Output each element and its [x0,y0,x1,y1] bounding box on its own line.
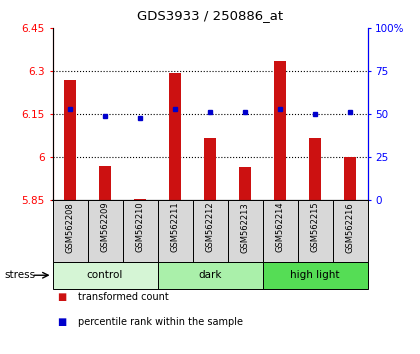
Bar [297,200,333,262]
Bar [262,262,368,289]
Bar [123,200,158,262]
Text: GSM562212: GSM562212 [205,202,215,252]
Text: ■: ■ [57,317,66,327]
Text: GSM562215: GSM562215 [310,202,320,252]
Bar [204,138,216,200]
Bar [239,167,251,200]
Bar [134,199,146,200]
Bar [228,200,262,262]
Text: high light: high light [290,270,340,280]
Text: ■: ■ [57,292,66,302]
Bar [158,262,262,289]
Bar [333,200,368,262]
Bar [64,80,76,200]
Text: GDS3933 / 250886_at: GDS3933 / 250886_at [137,9,283,22]
Text: GSM562211: GSM562211 [171,202,179,252]
Bar [87,200,123,262]
Bar [99,166,111,200]
Text: stress: stress [4,270,35,280]
Text: control: control [87,270,123,280]
Bar [344,157,356,200]
Bar [192,200,228,262]
Bar [274,61,286,200]
Text: dark: dark [198,270,222,280]
Text: transformed count: transformed count [78,292,168,302]
Text: GSM562214: GSM562214 [276,202,284,252]
Text: GSM562209: GSM562209 [100,202,110,252]
Text: GSM562210: GSM562210 [136,202,144,252]
Text: GSM562216: GSM562216 [346,202,354,253]
Text: GSM562213: GSM562213 [241,202,249,253]
Bar [52,200,87,262]
Text: GSM562208: GSM562208 [66,202,74,253]
Bar [52,262,158,289]
Bar [262,200,297,262]
Bar [169,73,181,200]
Bar [309,138,321,200]
Text: percentile rank within the sample: percentile rank within the sample [78,317,243,327]
Bar [158,200,192,262]
